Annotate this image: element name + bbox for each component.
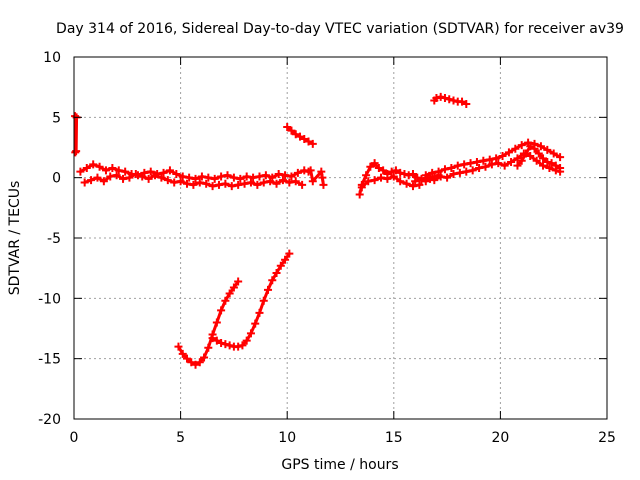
y-tick-label: 5 — [52, 110, 61, 126]
y-tick-label: -10 — [38, 291, 61, 307]
y-tick-label: 0 — [52, 171, 61, 187]
series-main-band-lower — [80, 170, 307, 191]
y-axis-label: SDTVAR / TECUs — [7, 181, 23, 296]
series-trace — [424, 141, 562, 177]
x-tick-label: 10 — [278, 430, 296, 446]
series-segment-13-16-lower — [357, 172, 424, 192]
series-trace — [83, 172, 304, 188]
x-tick-label: 15 — [385, 430, 403, 446]
chart-title: Day 314 of 2016, Sidereal Day-to-day VTE… — [56, 21, 624, 37]
x-tick-label: 20 — [491, 430, 509, 446]
axis-ticks: 0 5 10 15 20 25 10 5 0 -5 -10 -15 -20 — [38, 50, 616, 446]
series-trace — [309, 168, 325, 187]
series-trace — [285, 125, 315, 146]
series-dip-6-10 — [208, 249, 294, 351]
series-trace — [358, 161, 441, 197]
series-trace — [78, 162, 311, 181]
series-dip-5-8 — [174, 277, 243, 369]
y-tick-label: 10 — [43, 50, 61, 66]
x-tick-label: 0 — [70, 430, 79, 446]
x-axis-label: GPS time / hours — [281, 457, 398, 473]
x-tick-label: 25 — [598, 430, 616, 446]
series-segment-17-18 — [430, 92, 471, 109]
series-segment-10-11 — [283, 122, 317, 148]
series-early-isolated — [71, 112, 81, 157]
y-tick-label: -5 — [47, 231, 61, 247]
series-trace — [360, 174, 421, 189]
series-trace — [432, 95, 468, 106]
y-tick-label: -15 — [38, 352, 61, 368]
series-trace — [176, 279, 240, 367]
series-trace — [413, 152, 562, 183]
series-evening-upper — [421, 138, 565, 180]
series-main-band-upper — [76, 160, 313, 183]
data-points — [71, 92, 565, 369]
series-evening-lower — [411, 149, 565, 186]
series-trace — [73, 114, 79, 154]
x-tick-label: 5 — [176, 430, 185, 446]
series-isolated-11-12 — [306, 166, 328, 189]
grid-lines — [74, 57, 607, 419]
y-tick-label: -20 — [38, 412, 61, 428]
series-evening-third — [513, 142, 565, 173]
series-trace — [515, 144, 562, 170]
series-trace — [211, 252, 291, 349]
